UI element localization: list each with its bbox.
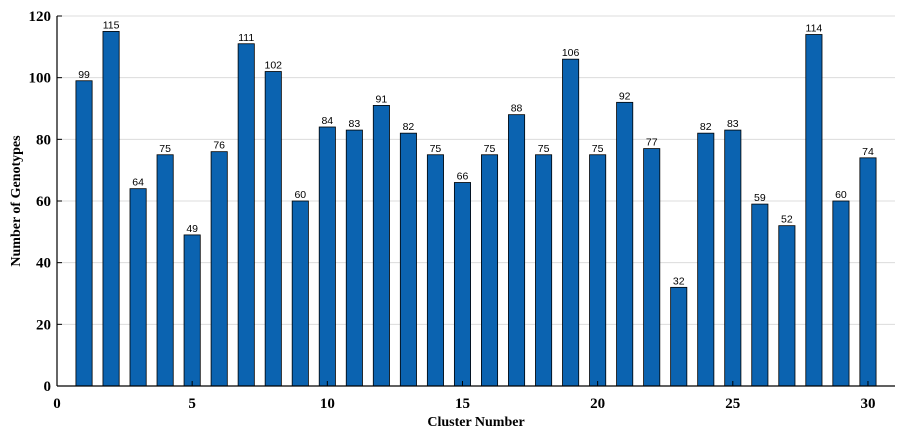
y-tick-label: 100 [29,71,52,87]
bar-value-label: 83 [349,118,361,130]
bar-value-label: 60 [294,189,306,201]
bar-cluster-14 [426,154,444,387]
bar-value-label: 66 [457,171,469,183]
bar-cluster-18 [535,154,553,387]
x-axis-title: Cluster Number [427,415,524,430]
bar-value-label: 76 [213,140,225,152]
bar-value-label: 75 [430,143,442,155]
bar-cluster-12 [372,105,390,387]
bar-cluster-17 [508,114,526,387]
bar-cluster-29 [832,200,850,387]
bar-value-label: 60 [835,189,847,201]
x-tick-label: 20 [590,396,605,412]
bar-cluster-22 [643,148,661,387]
x-tick-label: 0 [53,396,61,412]
bar-cluster-8 [264,71,282,387]
bar-cluster-13 [399,132,417,387]
bar-value-label: 75 [592,143,604,155]
bar-cluster-2 [102,31,120,387]
bar-cluster-10 [318,126,336,387]
bar-value-label: 77 [646,137,658,149]
bar-cluster-3 [129,188,147,387]
bar-value-label: 64 [132,177,144,189]
x-tick-label: 5 [188,396,196,412]
bar-cluster-16 [481,154,499,387]
x-tick-label: 15 [455,396,470,412]
bar-value-label: 75 [484,143,496,155]
bar-value-label: 74 [862,146,874,158]
bar-value-label: 92 [619,90,631,102]
bar-cluster-11 [345,129,363,387]
bar-cluster-15 [453,182,471,387]
y-tick-label: 0 [44,379,52,395]
bar-cluster-27 [778,225,796,387]
bar-value-label: 82 [700,121,712,133]
y-tick-label: 80 [36,132,51,148]
gridlines [57,15,895,325]
axes: 0 20 40 60 80 100 120 0 5 10 15 20 25 30 [29,9,895,412]
bar-value-label: 52 [781,214,793,226]
x-tick-label: 10 [320,396,335,412]
bar-value-label: 88 [511,103,523,115]
bar-cluster-26 [751,203,769,387]
bars [75,31,877,387]
x-tick-label: 30 [860,396,875,412]
bar-value-label: 75 [538,143,550,155]
bar-value-label: 91 [376,93,388,105]
bar-cluster-20 [589,154,607,387]
y-tick-label: 40 [36,256,51,272]
bar-cluster-6 [210,151,228,387]
bar-value-label: 59 [754,192,766,204]
bar-value-label: 32 [673,275,685,287]
bar-cluster-28 [805,34,823,387]
bar-value-label: 99 [78,69,90,81]
bar-cluster-19 [562,58,580,387]
bar-cluster-21 [616,101,634,387]
bar-value-label: 102 [264,60,282,72]
y-axis-title: Number of Genotypes [9,135,24,267]
bar-value-label: 106 [562,47,580,59]
y-tick-label: 60 [36,194,51,210]
data-labels: 99 115 64 75 49 76 111 102 60 84 83 91 82 75 66 75 88 75 1… [78,19,874,287]
bar-value-label: 115 [103,19,120,31]
bar-cluster-25 [724,129,742,387]
y-tick-label: 20 [36,317,51,333]
bar-value-label: 84 [321,115,333,127]
bar-value-label: 83 [727,118,739,130]
bar-value-label: 49 [186,223,198,235]
bar-cluster-7 [237,43,255,387]
bar-value-label: 114 [806,23,823,35]
bar-cluster-24 [697,132,715,387]
bar-value-label: 75 [159,143,171,155]
bar-value-label: 82 [403,121,415,133]
bar-value-label: 111 [238,32,254,44]
bar-cluster-30 [859,157,877,387]
bar-cluster-4 [156,154,174,387]
bar-cluster-23 [670,286,688,387]
bar-cluster-1 [75,80,93,387]
x-tick-label: 25 [725,396,740,412]
bar-cluster-9 [291,200,309,387]
bar-cluster-5 [183,234,201,387]
y-tick-label: 120 [29,9,52,25]
